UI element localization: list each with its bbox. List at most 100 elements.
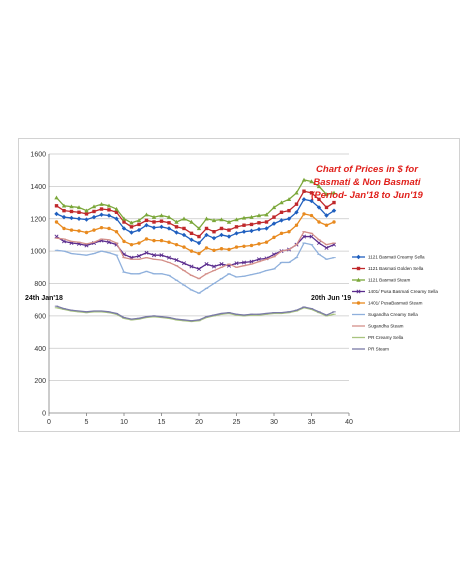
- data-point: [197, 251, 201, 256]
- data-point: [129, 225, 134, 229]
- data-point: [317, 197, 321, 202]
- y-tick-label: 800: [34, 281, 46, 288]
- series-2: [54, 189, 336, 239]
- data-point: [294, 190, 299, 195]
- data-point: [189, 249, 194, 253]
- data-point: [286, 197, 292, 202]
- data-point: [331, 208, 337, 213]
- data-point: [234, 217, 239, 222]
- x-tick-label: 20: [195, 419, 203, 426]
- data-point: [234, 245, 239, 249]
- legend-label: 1401/ Pusa Basmati Creamy Sella: [368, 289, 438, 294]
- x-tick-label: 15: [158, 419, 166, 426]
- data-point: [69, 215, 74, 221]
- data-point: [196, 266, 202, 271]
- data-point: [219, 226, 224, 231]
- data-point: [242, 244, 246, 248]
- data-point: [189, 219, 194, 224]
- series-3: [54, 177, 337, 231]
- data-point: [159, 224, 164, 230]
- data-point: [286, 216, 292, 221]
- chart-title-line-1: Chart of Prices in $ for: [316, 164, 419, 175]
- data-point: [212, 248, 216, 253]
- data-point: [144, 212, 149, 217]
- y-tick-label: 1400: [30, 184, 46, 191]
- data-point: [144, 218, 149, 223]
- data-point: [69, 204, 74, 209]
- data-point: [249, 214, 254, 219]
- y-tick-label: 1600: [30, 152, 46, 159]
- data-point: [211, 218, 217, 223]
- series-6: [54, 242, 336, 294]
- data-point: [264, 220, 269, 224]
- data-point: [77, 210, 81, 214]
- legend-label: 1121 Basmati Golden Sella: [368, 266, 424, 271]
- data-point: [196, 240, 202, 246]
- data-point: [121, 226, 127, 231]
- data-point: [114, 210, 119, 214]
- data-point: [241, 260, 247, 265]
- data-point: [136, 227, 142, 233]
- series-group: [54, 177, 337, 323]
- y-tick-label: 1200: [30, 216, 46, 223]
- data-point: [129, 230, 134, 235]
- data-point: [287, 208, 291, 213]
- data-point: [316, 241, 322, 246]
- data-point: [181, 261, 187, 266]
- legend-label: 1401/ PusaBasmati Steam: [368, 301, 423, 306]
- data-point: [84, 212, 89, 216]
- series-line: [56, 305, 335, 322]
- y-tick-label: 600: [34, 313, 46, 320]
- y-tick-label: 1000: [30, 249, 46, 256]
- data-point: [99, 225, 104, 230]
- data-point: [211, 264, 217, 269]
- x-tick-label: 0: [47, 419, 51, 426]
- data-point: [264, 212, 269, 217]
- legend-marker: [356, 289, 361, 294]
- data-point: [242, 223, 246, 227]
- data-point: [219, 246, 224, 251]
- chart-title: Chart of Prices in $ for Basmati & Non B…: [311, 164, 423, 201]
- data-point: [137, 222, 141, 227]
- data-point: [84, 208, 89, 213]
- data-point: [227, 228, 231, 232]
- data-point: [302, 189, 306, 193]
- data-point: [256, 257, 262, 262]
- series-line: [56, 179, 335, 230]
- data-point: [129, 242, 134, 247]
- x-tick-label: 10: [120, 419, 128, 426]
- data-point: [152, 238, 156, 243]
- y-axis: 0 200 400 600 800 1000 1200 1400 1600: [30, 152, 50, 418]
- data-point: [99, 212, 104, 217]
- data-point: [294, 210, 299, 215]
- data-point: [309, 198, 314, 204]
- data-point: [309, 234, 314, 239]
- data-point: [136, 253, 142, 258]
- data-point: [159, 213, 164, 218]
- data-point: [77, 229, 81, 233]
- y-tick-label: 200: [34, 378, 46, 385]
- series-8: [54, 307, 336, 323]
- data-point: [272, 215, 276, 219]
- data-point: [331, 190, 337, 195]
- data-point: [151, 225, 157, 230]
- data-point: [294, 202, 299, 206]
- data-point: [271, 205, 277, 210]
- data-point: [107, 208, 111, 212]
- data-point: [122, 239, 126, 244]
- data-point: [279, 210, 284, 214]
- data-point: [174, 242, 179, 247]
- data-point: [324, 213, 329, 218]
- data-point: [84, 230, 89, 235]
- data-point: [227, 247, 231, 252]
- data-point: [316, 205, 322, 210]
- data-point: [301, 234, 307, 239]
- data-point: [256, 227, 262, 232]
- data-point: [249, 243, 254, 248]
- series-5: [54, 212, 336, 256]
- data-point: [226, 234, 232, 239]
- data-point: [99, 201, 104, 206]
- legend-item: Sugandha Steam: [352, 324, 404, 329]
- data-point: [332, 220, 336, 224]
- data-point: [249, 259, 254, 264]
